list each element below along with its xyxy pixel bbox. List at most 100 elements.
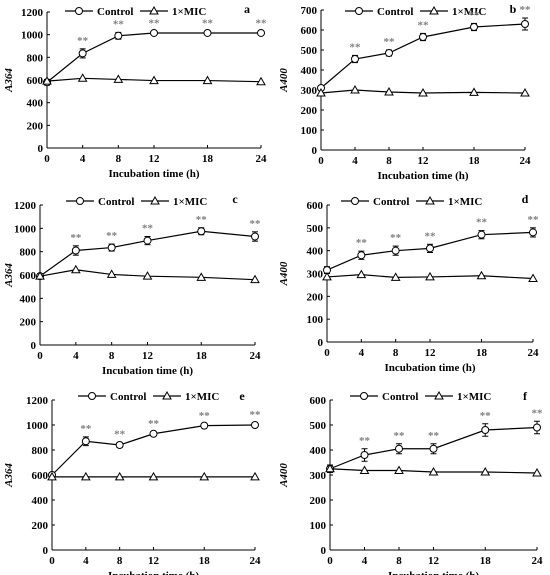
y-tick-label: 400: [301, 65, 318, 77]
data-point-triangle: [480, 466, 491, 476]
x-tick-label: 0: [318, 155, 324, 167]
data-point-circle: [351, 55, 359, 63]
significance-label: **: [384, 36, 396, 48]
y-tick-label: 200: [27, 120, 44, 132]
x-axis-title: Incubation time (h): [384, 362, 475, 374]
data-point-circle: [481, 426, 490, 434]
legend-label: 1×MIC: [448, 196, 482, 208]
x-tick-label: 4: [362, 555, 368, 567]
data-point-circle: [429, 444, 438, 453]
y-tick-label: 1200: [21, 7, 44, 19]
data-point-triangle: [256, 76, 266, 86]
data-point-circle: [150, 28, 158, 37]
significance-label: **: [469, 9, 481, 21]
y-axis-title: A364: [3, 263, 15, 288]
data-point-triangle: [394, 465, 404, 474]
y-tick-label: 300: [307, 269, 324, 281]
series-line: [46, 77, 262, 83]
data-point-circle: [115, 441, 124, 449]
data-point-triangle: [199, 471, 210, 481]
y-tick-label: 1000: [21, 30, 44, 42]
y-tick-label: 500: [307, 223, 324, 235]
x-tick-label: 18: [476, 347, 488, 359]
data-point-triangle: [476, 270, 487, 280]
x-tick-label: 4: [352, 155, 358, 167]
legend-marker-triangle: [429, 5, 439, 15]
data-point-triangle: [35, 271, 45, 280]
data-point-circle: [149, 429, 158, 438]
significance-label: **: [359, 435, 371, 447]
data-point-circle: [107, 243, 116, 252]
data-point-circle: [81, 437, 90, 446]
legend-marker-circle: [75, 7, 83, 15]
y-tick-label: 200: [307, 291, 324, 303]
series-line: [329, 426, 538, 470]
x-axis-title: Incubation time (h): [388, 570, 479, 575]
significance-label: **: [70, 232, 82, 244]
x-tick-label: 24: [532, 555, 544, 567]
data-point-circle: [200, 421, 209, 430]
x-tick-label: 18: [480, 555, 492, 567]
data-point-triangle: [356, 269, 367, 279]
data-point-circle: [385, 49, 393, 57]
y-tick-label: 600: [27, 75, 44, 87]
legend-marker-circle: [351, 197, 359, 205]
data-point-circle: [251, 232, 259, 241]
legend-marker-triangle: [162, 390, 172, 400]
significance-label: **: [425, 230, 437, 242]
data-point-circle: [395, 444, 403, 453]
data-point-triangle: [384, 86, 394, 96]
y-tick-label: 400: [310, 445, 327, 457]
x-tick-label: 8: [116, 153, 122, 165]
series-line: [46, 32, 261, 83]
y-axis-title: A364: [3, 463, 15, 488]
legend-label: Control: [98, 196, 134, 208]
legend-label: 1×MIC: [172, 6, 206, 18]
x-tick-label: 18: [469, 155, 481, 167]
x-tick-label: 12: [418, 155, 430, 167]
legend-label: 1×MIC: [457, 391, 491, 403]
panel-letter: e: [239, 389, 245, 403]
y-tick-label: 600: [32, 470, 49, 482]
y-tick-label: 0: [38, 143, 44, 155]
data-point-circle: [257, 28, 265, 37]
chart-panel-e: 0 200 400 600 800 1000 1200 0 4 8 12 18 24 Incubation…: [3, 389, 261, 575]
series-line: [326, 274, 534, 280]
y-tick-label: 700: [301, 5, 318, 17]
data-point-triangle: [316, 87, 326, 97]
data-point-circle: [114, 31, 123, 40]
y-tick-label: 0: [312, 145, 318, 157]
data-point-triangle: [80, 471, 91, 481]
y-tick-label: 0: [321, 545, 327, 557]
data-point-circle: [251, 421, 259, 429]
significance-label: **: [148, 418, 160, 430]
series-line: [39, 269, 256, 281]
significance-label: **: [80, 423, 92, 435]
x-tick-label: 8: [396, 555, 402, 567]
x-tick-label: 0: [49, 555, 55, 567]
x-tick-label: 4: [73, 350, 79, 362]
series-line: [320, 23, 526, 89]
legend-label: 1×MIC: [452, 6, 486, 18]
x-axis-title: Incubation time (h): [108, 168, 199, 180]
legend-label: Control: [110, 391, 146, 403]
y-tick-label: 200: [310, 495, 327, 507]
y-tick-label: 800: [20, 247, 37, 259]
x-tick-label: 12: [425, 347, 437, 359]
x-tick-label: 0: [37, 350, 43, 362]
x-tick-label: 8: [117, 555, 123, 567]
y-tick-label: 200: [20, 317, 37, 329]
data-point-circle: [143, 236, 152, 245]
data-point-triangle: [322, 271, 332, 281]
data-point-circle: [426, 244, 434, 253]
x-tick-label: 8: [386, 155, 392, 167]
data-point-triangle: [390, 272, 401, 281]
panel-letter: b: [510, 2, 517, 16]
legend-label: Control: [373, 196, 409, 208]
data-point-circle: [391, 246, 400, 255]
panel-letter: c: [232, 192, 238, 206]
x-tick-label: 0: [44, 153, 50, 165]
y-tick-label: 400: [20, 293, 37, 305]
data-point-circle: [521, 20, 529, 28]
x-tick-label: 12: [148, 555, 160, 567]
